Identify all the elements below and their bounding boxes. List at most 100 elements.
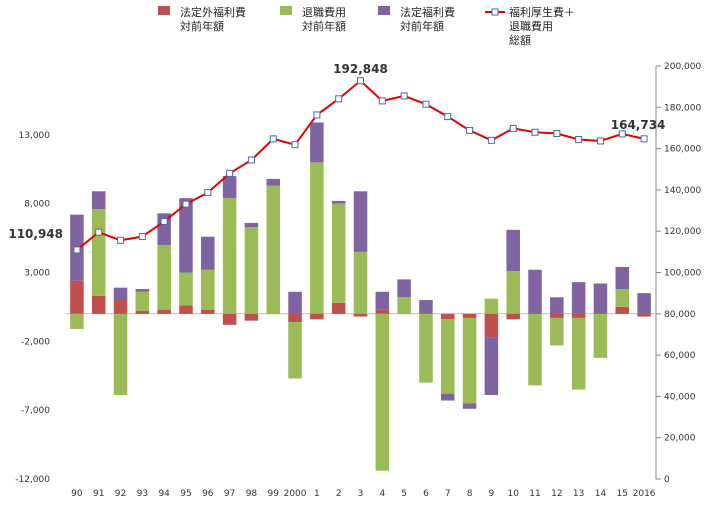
bar-segment: [506, 313, 520, 320]
category-label: 98: [246, 489, 258, 499]
line-point: [95, 228, 103, 236]
category-label: 4: [379, 489, 385, 499]
bar-segment: [593, 283, 608, 314]
category-label: 6: [423, 489, 429, 499]
bar-segment: [353, 313, 368, 317]
category-label: 5: [401, 489, 407, 499]
category-label: 14: [595, 489, 607, 499]
bar-segment: [201, 269, 215, 310]
category-label: 12: [551, 489, 562, 499]
bar-segment: [506, 229, 520, 272]
bar-segment: [550, 297, 564, 314]
bar-segment: [484, 337, 499, 396]
bar-segment: [615, 266, 630, 290]
left-tick-label: -7,000: [21, 406, 50, 416]
bar-segment: [440, 393, 455, 401]
line-point: [247, 156, 255, 164]
line-point: [73, 246, 81, 254]
bars: [70, 122, 651, 471]
legend-label: 対前年額: [400, 19, 444, 33]
line-point: [553, 130, 561, 138]
bar-segment: [310, 313, 324, 320]
bar-segment: [571, 282, 586, 314]
legend-swatch-marker: [491, 8, 499, 16]
line-point: [509, 124, 517, 132]
right-tick-label: 0: [664, 475, 670, 485]
bar-segment: [91, 295, 106, 314]
line-point: [618, 130, 626, 138]
legend-label: 法定福利費: [400, 5, 455, 19]
legend-label: 対前年額: [180, 19, 224, 33]
bar-segment: [135, 311, 150, 314]
category-label: 90: [71, 489, 83, 499]
legend-label: 法定外福利費: [180, 5, 246, 19]
axes: 13,000 8,000 3,000 -2,000 -7,000 -12,000 0 20,0…: [15, 62, 701, 499]
bar-segment: [419, 300, 433, 314]
bar-segment: [70, 313, 84, 329]
bar-segment: [179, 272, 193, 306]
line-point: [487, 136, 495, 144]
bar-segment: [310, 122, 324, 163]
bar-segment: [266, 178, 281, 186]
bar-segment: [331, 203, 346, 303]
bar-segment: [353, 251, 368, 314]
category-label: 15: [617, 489, 628, 499]
bar-segment: [419, 313, 433, 383]
right-tick-label: 140,000: [664, 186, 701, 196]
line-point: [357, 77, 364, 85]
bar-segment: [375, 313, 390, 471]
line-point: [269, 135, 277, 143]
left-tick-label: 8,000: [24, 200, 50, 210]
left-tick-label: 13,000: [19, 131, 51, 141]
bar-segment: [113, 300, 128, 314]
bar-segment: [222, 176, 237, 199]
legend-label: 総額: [509, 33, 531, 47]
annotations: 110,948 192,848 164,734: [8, 62, 665, 241]
bar-segment: [201, 236, 215, 270]
bar-segment: [506, 271, 520, 314]
bar-segment: [135, 289, 150, 292]
bar-segment: [244, 227, 259, 314]
bar-segment: [528, 313, 542, 386]
line-point: [378, 97, 386, 105]
bar-segment: [462, 403, 477, 409]
bar-segment: [440, 319, 455, 394]
category-label: 95: [180, 489, 191, 499]
line-point: [313, 111, 321, 119]
line-point: [596, 137, 604, 145]
bar-segment: [331, 200, 346, 204]
bar-segment: [91, 209, 106, 296]
bar-segment: [201, 309, 215, 314]
line-point: [444, 113, 452, 121]
legend-label: 福利厚生費＋: [509, 5, 575, 19]
bar-segment: [222, 198, 237, 314]
category-label: 97: [224, 489, 235, 499]
bar-segment: [462, 317, 477, 404]
category-label: 3: [358, 489, 364, 499]
bar-segment: [244, 313, 259, 321]
right-tick-label: 180,000: [664, 103, 701, 113]
category-label: 99: [268, 489, 280, 499]
bar-segment: [528, 269, 542, 314]
legend-label: 退職費用: [509, 19, 553, 33]
category-label: 9: [489, 489, 495, 499]
line-point: [640, 135, 648, 143]
line-point: [400, 92, 408, 100]
data-annotation: 110,948: [8, 227, 63, 241]
bar-segment: [288, 322, 302, 379]
bar-segment: [615, 306, 630, 314]
bar-segment: [91, 191, 106, 210]
line-point: [422, 100, 430, 108]
bar-segment: [331, 302, 346, 314]
category-label: 11: [529, 489, 540, 499]
bar-segment: [179, 305, 193, 314]
line-point: [138, 233, 146, 241]
bar-segment: [462, 313, 477, 318]
bar-segment: [593, 313, 608, 358]
category-label: 2: [336, 489, 342, 499]
line-point: [335, 95, 343, 103]
data-annotation: 192,848: [333, 62, 388, 76]
bar-segment: [70, 280, 84, 314]
